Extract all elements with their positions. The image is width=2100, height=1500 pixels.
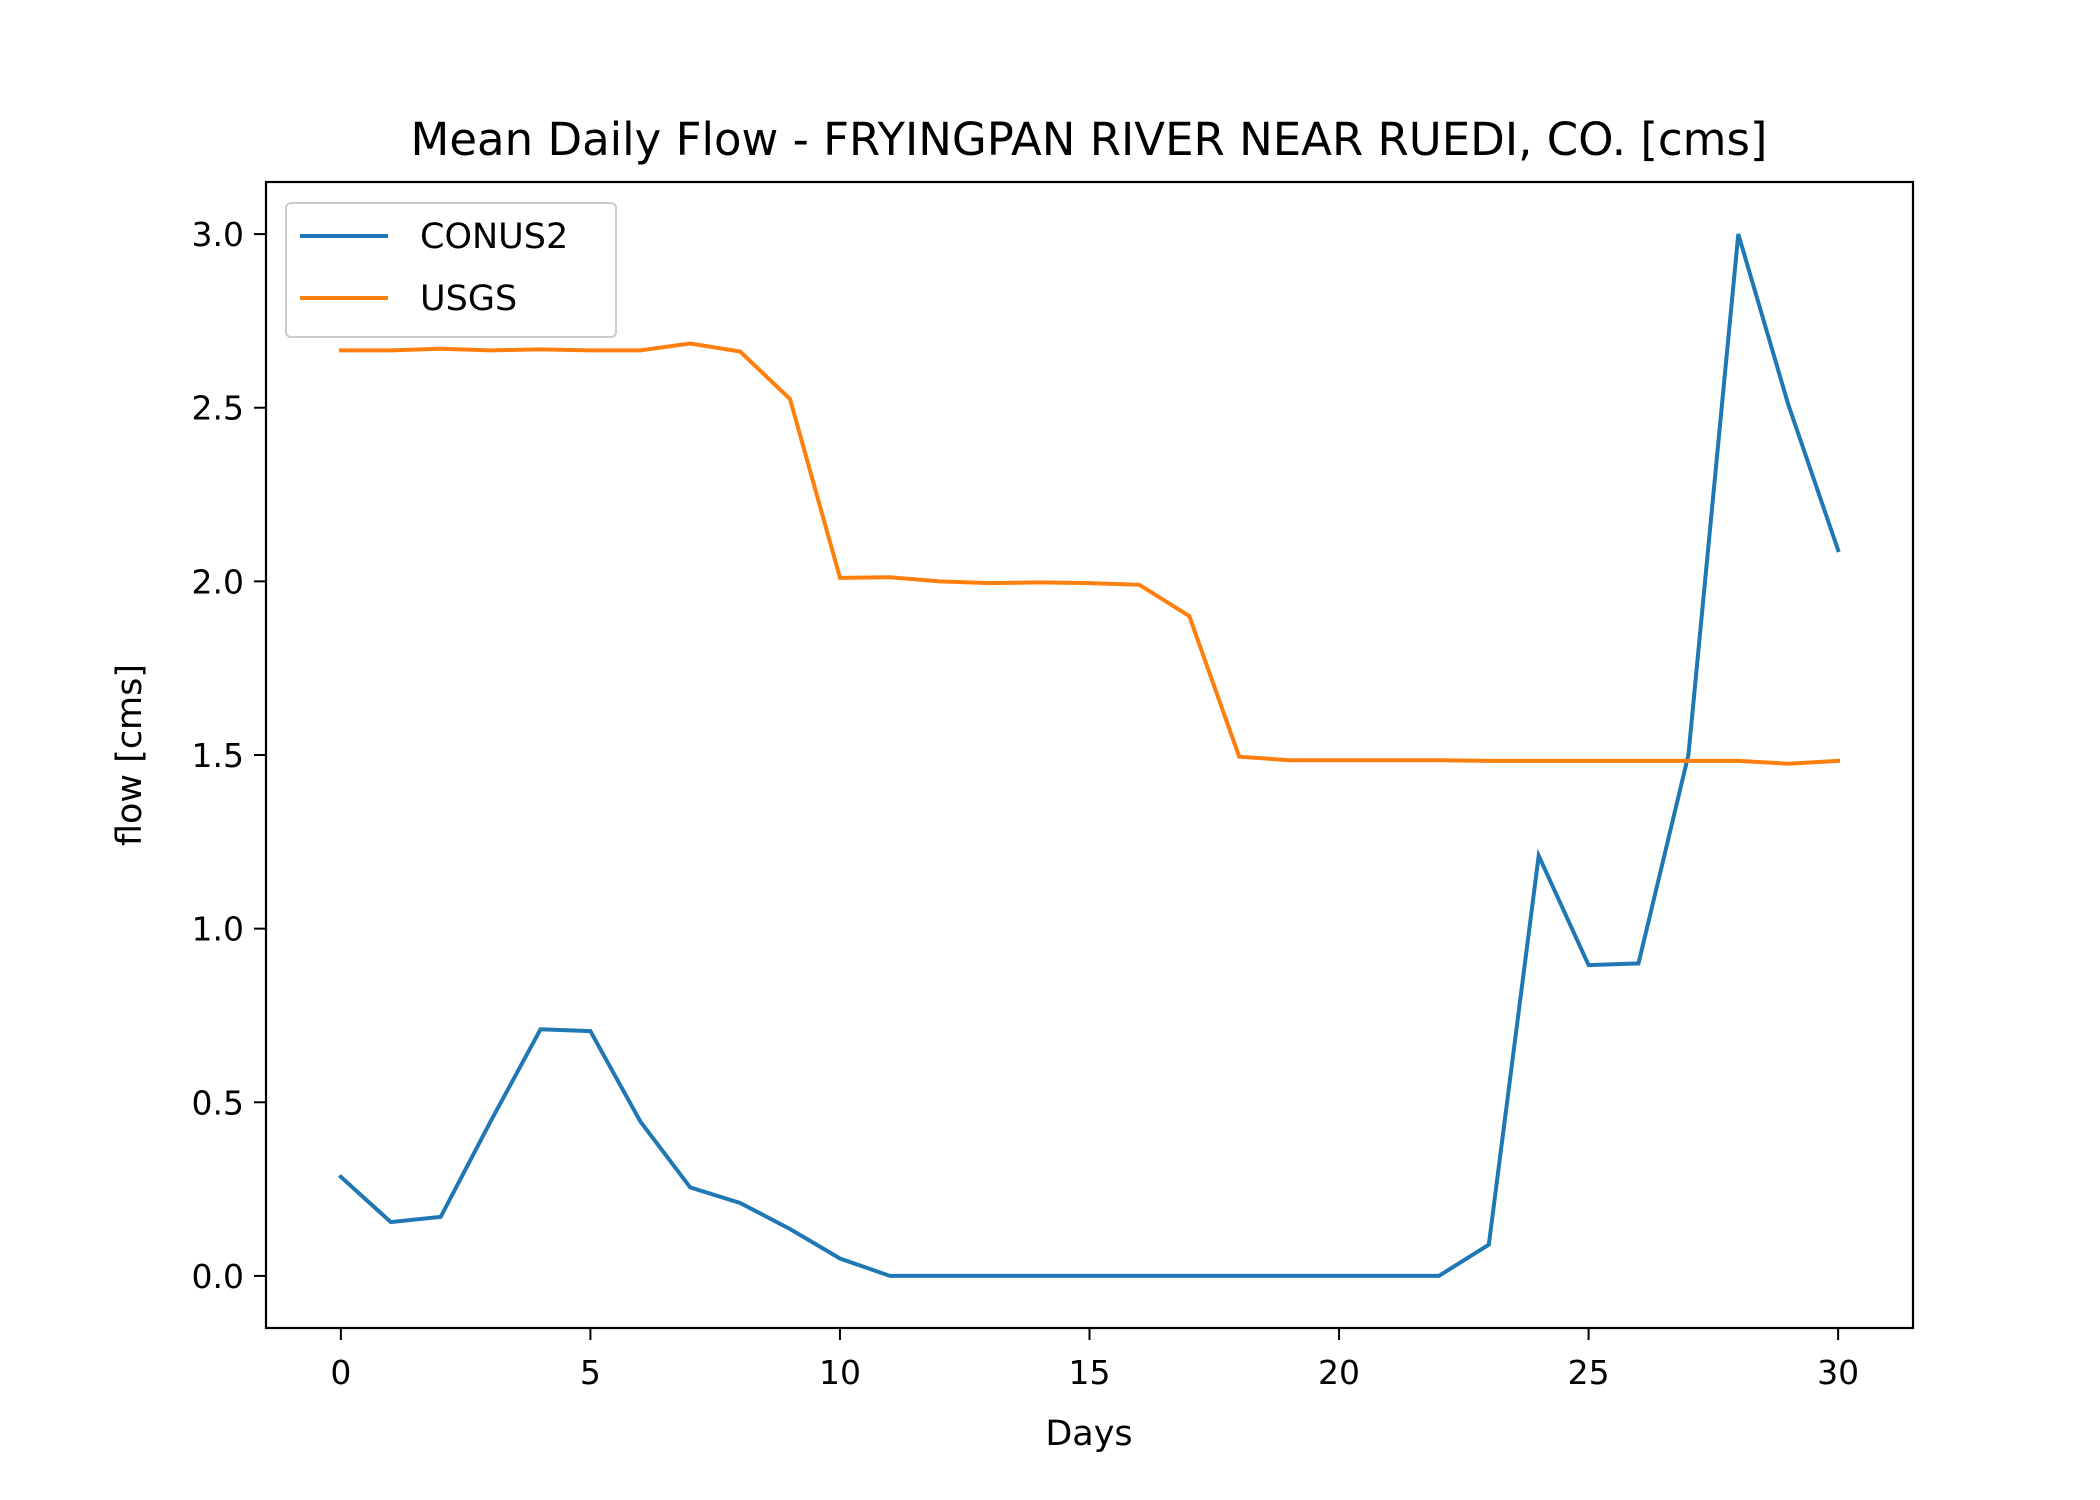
y-tick-label: 1.0 [192, 910, 244, 949]
y-tick-label: 3.0 [192, 215, 244, 254]
x-tick-label: 15 [1069, 1353, 1111, 1392]
plot-frame [264, 180, 1915, 1330]
x-tick-label: 30 [1817, 1353, 1859, 1392]
x-axis-label: Days [1045, 1414, 1132, 1454]
series-line-conus2 [338, 233, 1841, 1278]
y-tick-label: 2.5 [192, 389, 244, 428]
x-tick-label: 10 [819, 1353, 861, 1392]
y-tick-label: 0.0 [192, 1257, 244, 1296]
plot-area [338, 233, 1841, 1278]
x-tick-label: 0 [330, 1353, 351, 1392]
y-tick-label: 0.5 [192, 1083, 244, 1122]
y-axis: 0.0 0.5 1.0 1.5 2.0 2.5 3.0 [192, 215, 266, 1296]
legend: CONUS2 USGS [285, 202, 617, 338]
x-tick-label: 25 [1568, 1353, 1610, 1392]
y-tick-label: 1.5 [192, 736, 244, 775]
x-axis: 0 5 10 15 20 25 30 [330, 1328, 1859, 1392]
y-tick-label: 2.0 [192, 562, 244, 601]
x-tick-label: 20 [1318, 1353, 1360, 1392]
y-axis-label: flow [cms] [110, 664, 150, 846]
legend-label-usgs: USGS [420, 279, 517, 319]
legend-label-conus2: CONUS2 [420, 217, 568, 257]
x-tick-label: 5 [580, 1353, 601, 1392]
series-line-usgs [338, 341, 1841, 766]
chart-title: Mean Daily Flow - FRYINGPAN RIVER NEAR R… [411, 113, 1768, 166]
